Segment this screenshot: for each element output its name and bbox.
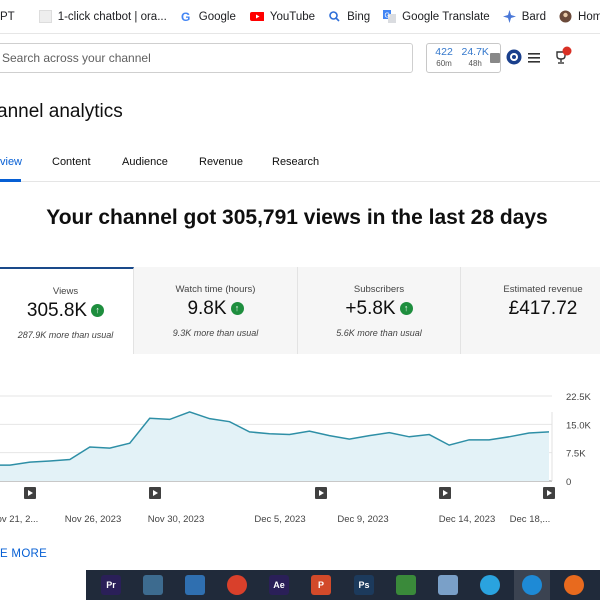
play-icon bbox=[319, 490, 324, 496]
psiphon-icon[interactable]: P bbox=[311, 575, 331, 595]
xbox-icon[interactable] bbox=[396, 575, 416, 595]
x-tick-label: Dec 18,... bbox=[510, 514, 551, 525]
metric-card-views[interactable]: Views 305.8K ↑ 287.9K more than usual bbox=[0, 267, 134, 354]
trophy-notification-icon[interactable] bbox=[553, 46, 573, 66]
search-input[interactable] bbox=[0, 44, 412, 72]
page-icon bbox=[38, 10, 52, 23]
firefox-icon[interactable] bbox=[564, 575, 584, 595]
x-tick-label: Dec 5, 2023 bbox=[254, 514, 305, 525]
realtime-stats-widget[interactable]: 422 60m 24.7K 48h bbox=[426, 43, 501, 73]
tab-audience[interactable]: Audience bbox=[122, 156, 168, 168]
edge-icon[interactable] bbox=[522, 575, 542, 595]
views-area bbox=[0, 411, 549, 481]
youtube-icon bbox=[249, 12, 264, 21]
bard-icon bbox=[502, 10, 516, 23]
bookmark-home-leon[interactable]: Home | Leon bbox=[559, 10, 600, 23]
metric-card-subscribers[interactable]: Subscribers +5.8K ↑ 5.6K more than usual bbox=[298, 267, 461, 354]
page-title: annel analytics bbox=[0, 101, 123, 122]
views-chart[interactable]: 22.5K 15.0K 7.5K 0 Nov 21, 2... Nov 26, 2023 N… bbox=[0, 380, 600, 530]
tab-content[interactable]: Content bbox=[52, 156, 91, 168]
arrow-up-icon: ↑ bbox=[399, 302, 413, 315]
metric-card-watch-time[interactable]: Watch time (hours) 9.8K ↑ 9.3K more than … bbox=[134, 267, 298, 354]
play-icon bbox=[547, 490, 552, 496]
tab-research[interactable]: Research bbox=[272, 156, 320, 168]
tab-overview[interactable]: view bbox=[0, 156, 23, 168]
computer-icon[interactable] bbox=[438, 575, 458, 595]
watch-time-value: 9.8K bbox=[187, 298, 227, 319]
arrow-up-icon: ↑ bbox=[91, 304, 105, 317]
y-tick-label: 22.5K bbox=[566, 392, 591, 403]
telegram-icon[interactable] bbox=[480, 575, 500, 595]
x-tick-label: Nov 30, 2023 bbox=[148, 514, 205, 525]
menu-icon[interactable] bbox=[528, 52, 540, 63]
svg-text:G: G bbox=[181, 10, 190, 23]
play-icon bbox=[153, 490, 158, 496]
y-tick-label: 0 bbox=[566, 477, 571, 488]
windows-taskbar: Pr Ae P Ps bbox=[86, 570, 600, 600]
bookmark-google-translate[interactable]: G Google Translate bbox=[383, 10, 490, 23]
bookmark-chatbot[interactable]: 1-click chatbot | ora... bbox=[38, 10, 167, 23]
bookmark-bard[interactable]: Bard bbox=[502, 10, 546, 23]
views-line bbox=[0, 411, 550, 466]
notes-icon[interactable] bbox=[143, 575, 163, 595]
realtime-views-48h: 24.7K 48h bbox=[461, 46, 489, 69]
studio-top-bar: 422 60m 24.7K 48h bbox=[0, 34, 600, 82]
subscribers-value: +5.8K bbox=[345, 298, 396, 319]
metric-cards: Views 305.8K ↑ 287.9K more than usual Wat… bbox=[0, 267, 600, 355]
x-tick-label: Nov 26, 2023 bbox=[65, 514, 122, 525]
search-box[interactable] bbox=[0, 43, 413, 73]
bookmark-youtube[interactable]: YouTube bbox=[249, 10, 315, 23]
play-icon bbox=[28, 490, 33, 496]
analytics-tabs: view Content Audience Revenue Research bbox=[0, 140, 600, 182]
photoshop-icon[interactable]: Ps bbox=[354, 575, 374, 595]
chrome-icon[interactable] bbox=[227, 575, 247, 595]
globe-icon bbox=[559, 10, 572, 23]
y-tick-label: 7.5K bbox=[566, 449, 586, 460]
metric-card-revenue[interactable]: Estimated revenue £417.72 bbox=[461, 267, 600, 354]
active-tab-indicator bbox=[0, 179, 21, 182]
x-tick-label: Dec 9, 2023 bbox=[337, 514, 388, 525]
views-value: 305.8K bbox=[26, 300, 88, 321]
bing-icon bbox=[329, 11, 340, 22]
google-icon: G bbox=[181, 10, 190, 23]
explorer-icon[interactable] bbox=[185, 575, 205, 595]
chart-mini-icon bbox=[490, 53, 500, 63]
arrow-up-icon: ↑ bbox=[230, 302, 244, 315]
y-tick-label: 15.0K bbox=[566, 420, 591, 431]
see-more-link[interactable]: EE MORE bbox=[0, 548, 48, 560]
bookmark-pt[interactable]: PT bbox=[0, 10, 15, 23]
x-tick-label: Nov 21, 2... bbox=[0, 514, 38, 525]
tab-revenue[interactable]: Revenue bbox=[199, 156, 244, 168]
play-icon bbox=[443, 490, 448, 496]
premiere-icon[interactable]: Pr bbox=[101, 575, 121, 595]
realtime-views-60m: 422 60m bbox=[435, 46, 453, 69]
translate-icon: G bbox=[383, 10, 397, 23]
revenue-value: £417.72 bbox=[508, 298, 578, 319]
summary-headline: Your channel got 305,791 views in the la… bbox=[46, 206, 548, 229]
x-tick-label: Dec 14, 2023 bbox=[439, 514, 496, 525]
extension-icon[interactable] bbox=[506, 49, 522, 65]
bookmark-google[interactable]: G Google bbox=[180, 10, 236, 23]
bookmark-bing[interactable]: Bing bbox=[328, 10, 370, 23]
svg-text:G: G bbox=[385, 13, 390, 20]
after-effects-icon[interactable]: Ae bbox=[269, 575, 289, 595]
bookmarks-bar: PT 1-click chatbot | ora... G Google You… bbox=[0, 0, 600, 34]
